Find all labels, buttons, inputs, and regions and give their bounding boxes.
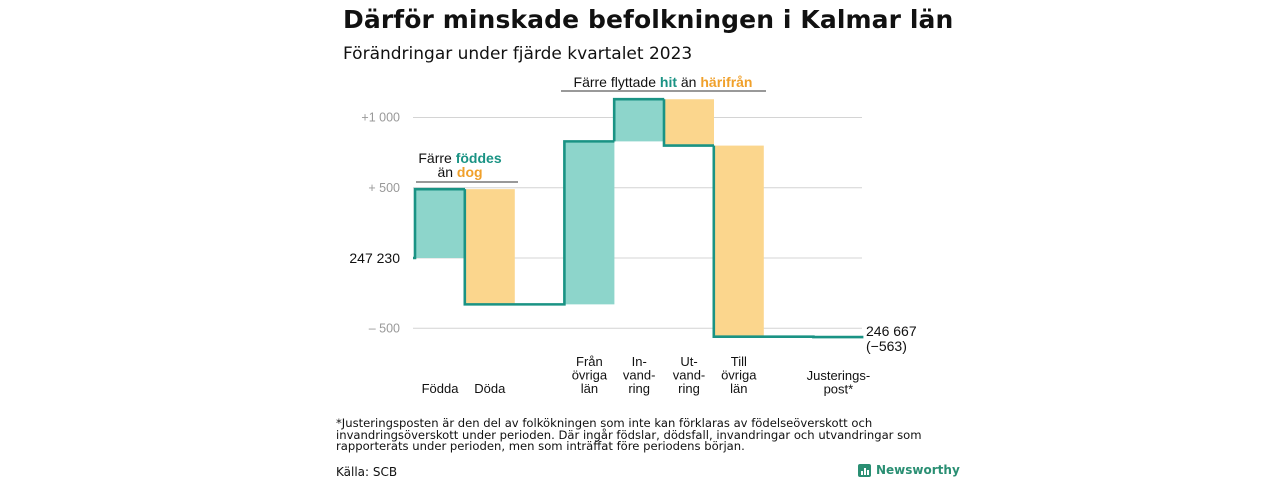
source-label: Källa: SCB bbox=[336, 465, 398, 479]
waterfall-step-line bbox=[413, 97, 864, 339]
category-label: övriga bbox=[721, 368, 757, 383]
end-change-label: (−563) bbox=[866, 338, 907, 354]
category-label: Döda bbox=[474, 381, 506, 396]
category-label: Till bbox=[731, 354, 747, 369]
waterfall-chart: +1 000 + 500 – 500 247 230 246 667(−563) Född… bbox=[349, 74, 917, 397]
start-value-label: 247 230 bbox=[349, 250, 400, 266]
end-value-label: 246 667 bbox=[866, 323, 917, 339]
y-tick-label: – 500 bbox=[369, 321, 400, 335]
bar-4 bbox=[664, 99, 714, 146]
category-label: län bbox=[730, 381, 747, 396]
newsworthy-logo-icon bbox=[858, 463, 871, 477]
category-label: Justerings- bbox=[807, 368, 871, 383]
bar-1 bbox=[464, 189, 515, 305]
category-label: övriga bbox=[572, 368, 608, 383]
y-tick-label: + 500 bbox=[368, 181, 400, 195]
brand-name: Newsworthy bbox=[876, 463, 960, 477]
category-label: vand- bbox=[623, 368, 656, 383]
annotation-births-line2: än dog bbox=[437, 164, 482, 180]
category-label: län bbox=[581, 381, 598, 396]
annotation-migration: Färre flyttade hit än härifrån bbox=[574, 74, 753, 90]
category-label: Ut- bbox=[680, 354, 697, 369]
category-label: Från bbox=[576, 354, 603, 369]
chart-subtitle: Förändringar under fjärde kvartalet 2023 bbox=[343, 44, 693, 64]
category-label: In- bbox=[632, 354, 647, 369]
category-label: vand- bbox=[673, 368, 706, 383]
annotation-births-line1: Färre föddes bbox=[418, 150, 501, 166]
bar-2 bbox=[564, 141, 615, 305]
category-label: ring bbox=[628, 381, 650, 396]
brand-logo: Newsworthy bbox=[858, 463, 960, 477]
bar-0 bbox=[415, 189, 465, 258]
chart-title: Därför minskade befolkningen i Kalmar lä… bbox=[343, 5, 954, 34]
bar-5 bbox=[713, 145, 764, 337]
category-label: Födda bbox=[422, 381, 460, 396]
y-tick-label: +1 000 bbox=[361, 111, 400, 125]
category-label: post* bbox=[824, 382, 854, 397]
footnote: *Justeringsposten är den del av folkökni… bbox=[336, 416, 922, 454]
bar-3 bbox=[614, 99, 665, 142]
category-label: ring bbox=[678, 381, 700, 396]
